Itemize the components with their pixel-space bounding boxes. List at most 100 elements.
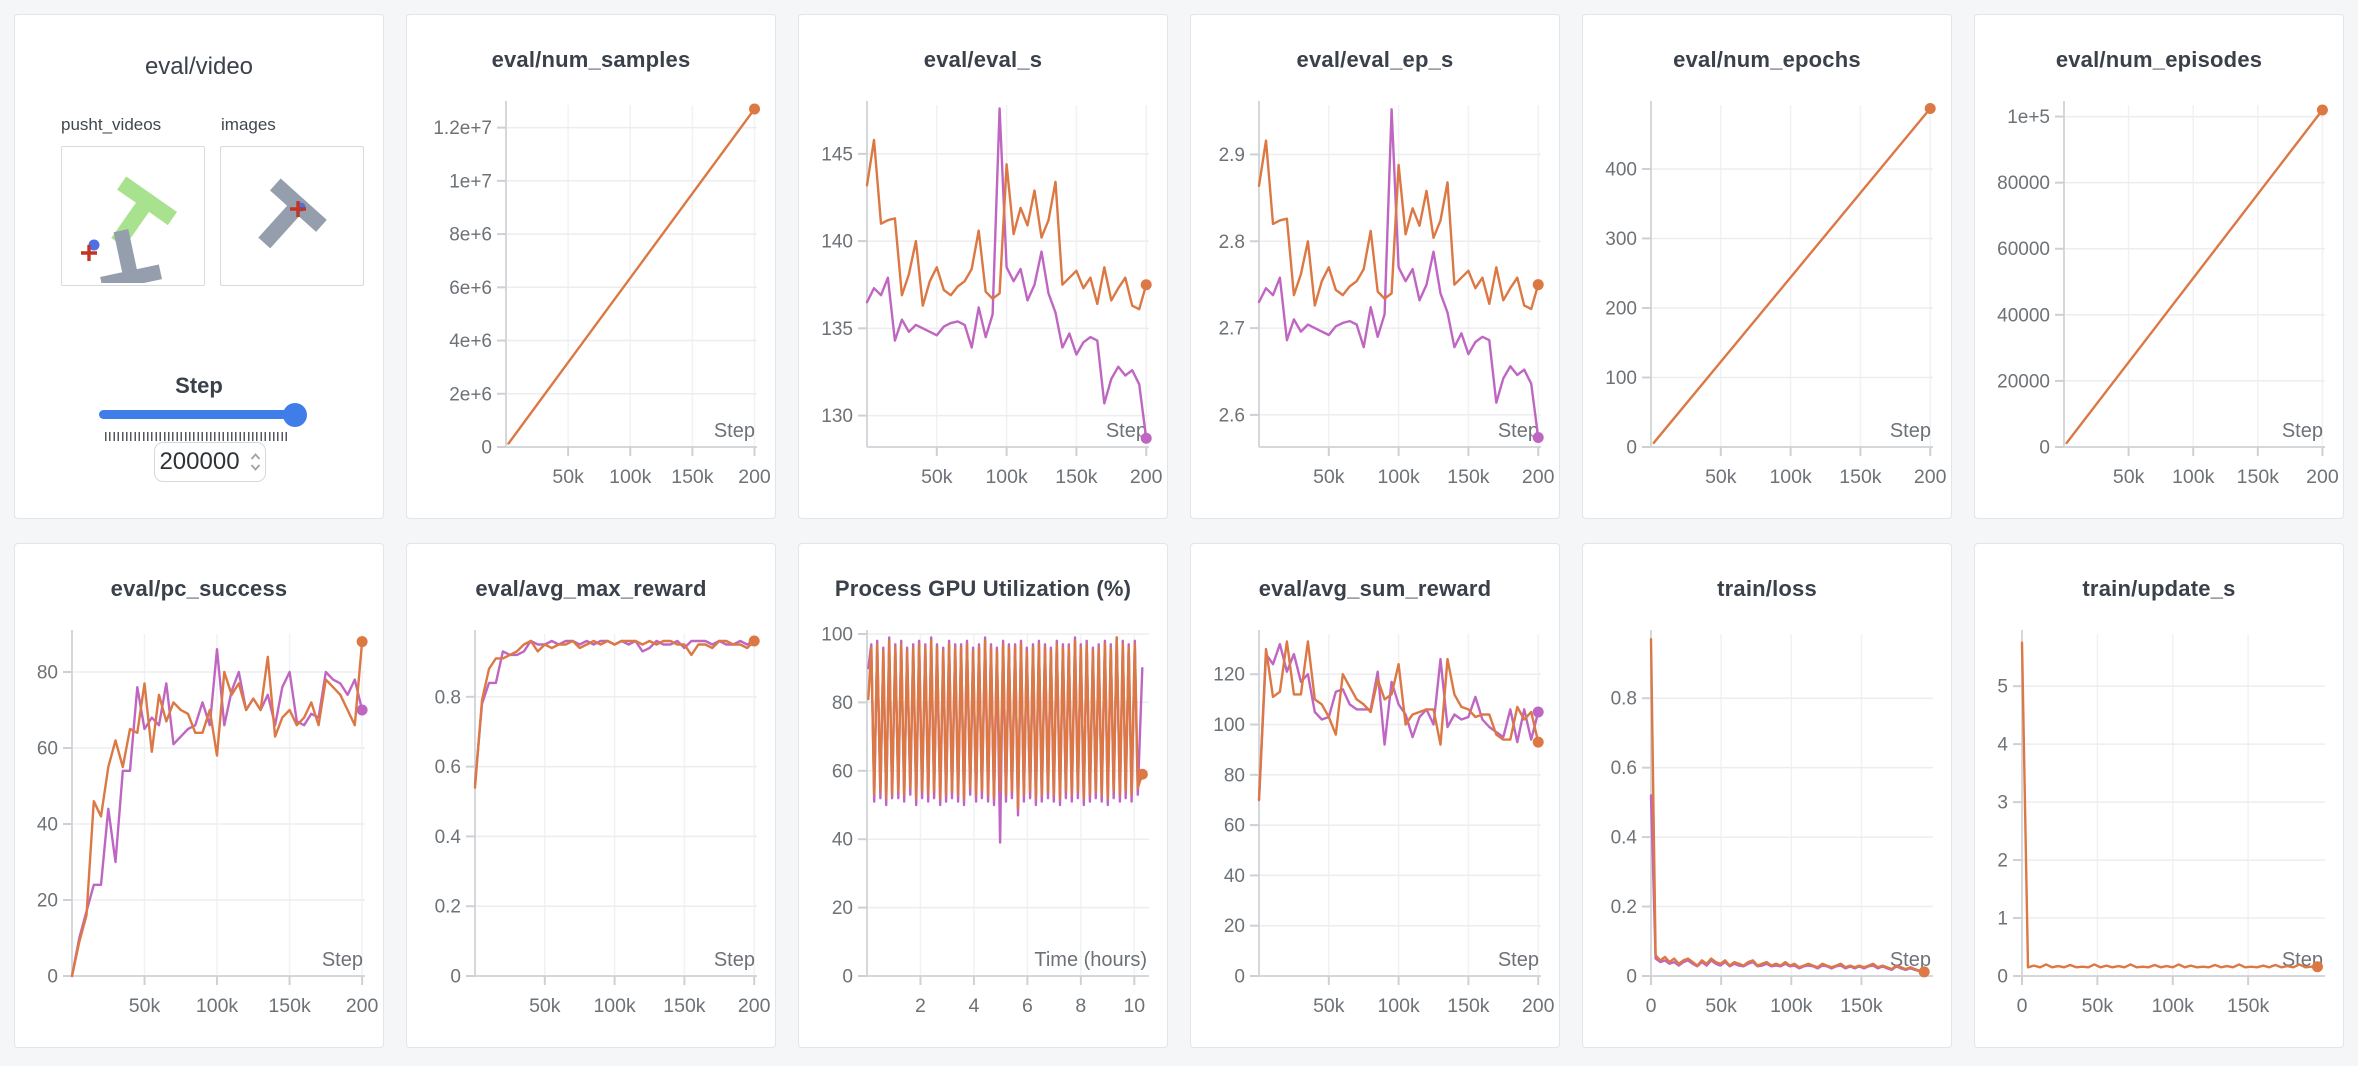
y-tick-label: 2.6 (1219, 405, 1245, 426)
chart-canvas: 0 20 40 60 80 100 120 50k 100k 150k 200 Step (1213, 630, 1555, 1017)
x-tick-label: 100k (609, 466, 652, 488)
x-axis-label: Step (1498, 949, 1539, 971)
series-end-dot-orange (1532, 736, 1544, 748)
pusht-scene-image (81, 176, 178, 292)
series-line-orange (473, 639, 756, 789)
y-tick-label: 120 (1213, 665, 1245, 686)
chart-plot[interactable]: 0 20000 40000 60000 80000 1e+5 50k 100k 150k 200 S… (1975, 15, 2343, 518)
y-tick-label: 20 (832, 898, 853, 919)
series-line-orange (507, 107, 756, 445)
chart-plot[interactable]: 0 20 40 60 80 100 120 50k 100k 150k 200 Step (1191, 544, 1559, 1047)
x-tick-label: 50k (1705, 466, 1737, 488)
chart-title: eval/pc_success (110, 576, 288, 601)
y-tick-label: 0 (481, 438, 492, 459)
y-tick-label: 100 (1605, 368, 1637, 389)
y-tick-label: 0 (2039, 438, 2050, 459)
y-tick-label: 0.2 (1611, 897, 1637, 918)
y-tick-label: 0.8 (1611, 689, 1637, 710)
y-tick-label: 200 (1605, 298, 1637, 319)
x-tick-label: 200 (346, 995, 379, 1017)
x-tick-label: 150k (663, 995, 706, 1017)
series-line-orange (70, 640, 364, 978)
chart-canvas: 130 135 140 145 50k 100k 150k 200 Step (821, 101, 1163, 488)
x-tick-label: 200 (1130, 466, 1163, 488)
panel-train-update-s: train/update_s 0 1 2 3 4 5 0 50k 100k 150k Step (1974, 543, 2344, 1048)
chart-title: eval/avg_sum_reward (1258, 576, 1492, 601)
y-tick-label: 0 (1626, 967, 1637, 988)
y-tick-label: 2.8 (1219, 232, 1245, 253)
x-tick-label: 50k (529, 995, 561, 1017)
y-tick-label: 0 (47, 967, 58, 988)
x-tick-label: 2 (915, 995, 926, 1017)
y-tick-label: 0.4 (1611, 828, 1638, 849)
chart-title: eval/avg_max_reward (475, 576, 707, 601)
step-slider[interactable] (99, 403, 307, 428)
y-tick-label: 6e+6 (449, 278, 492, 299)
series-end-dot-orange (749, 103, 761, 115)
series-line-purple (1649, 794, 1926, 974)
x-tick-label: 50k (2082, 995, 2114, 1017)
series-line-orange (867, 636, 1144, 810)
y-tick-label: 80 (1224, 765, 1245, 786)
y-tick-label: 0 (1997, 967, 2008, 988)
series-line-purple (1257, 108, 1540, 439)
y-tick-label: 40000 (1997, 305, 2050, 326)
x-tick-label: 200 (738, 995, 771, 1017)
series-line-orange (1649, 637, 1926, 973)
chart-plot[interactable]: 0 100 200 300 400 50k 100k 150k 200 Step (1583, 15, 1951, 518)
y-tick-label: 2 (1997, 851, 2008, 872)
x-tick-label: 0 (2017, 995, 2028, 1017)
x-tick-label: 150k (671, 466, 714, 488)
slider-thumb[interactable] (283, 403, 307, 427)
x-tick-label: 50k (552, 466, 584, 488)
x-tick-label: 100k (593, 995, 636, 1017)
chart-plot[interactable]: 0 0.2 0.4 0.6 0.8 50k 100k 150k 200 Step (407, 544, 775, 1047)
x-axis-label: Time (hours) (1034, 949, 1147, 971)
y-tick-label: 0.6 (1611, 758, 1637, 779)
video-thumbnail-images[interactable] (220, 146, 364, 286)
y-tick-label: 1e+7 (449, 171, 492, 192)
chart-title: eval/num_episodes (2055, 47, 2263, 72)
slider-track[interactable] (99, 410, 299, 419)
x-tick-label: 100k (1769, 466, 1812, 488)
chart-plot[interactable]: 0 20 40 60 80 50k 100k 150k 200 Step (15, 544, 383, 1047)
y-tick-label: 40 (832, 830, 853, 851)
chart-canvas: 0 20 40 60 80 100 2 4 6 8 10 Time (hours) (821, 625, 1149, 1017)
stepper-chevrons-icon[interactable] (250, 452, 261, 472)
chart-plot[interactable]: 130 135 140 145 50k 100k 150k 200 Step (799, 15, 1167, 518)
step-value-input[interactable]: 200000 (154, 442, 266, 482)
y-tick-label: 60 (37, 739, 58, 760)
x-tick-label: 50k (1313, 995, 1345, 1017)
chart-plot[interactable]: 0 20 40 60 80 100 2 4 6 8 10 Time (hours) (799, 544, 1167, 1047)
y-tick-label: 0 (1626, 438, 1637, 459)
y-tick-label: 0 (842, 967, 853, 988)
series-end-dot-orange (1532, 279, 1544, 291)
panel-eval-video: eval/video pusht_videos images (14, 14, 384, 519)
y-tick-label: 0 (1234, 967, 1245, 988)
media-label-pusht-videos: pusht_videos (61, 115, 162, 134)
series-line-orange (1257, 640, 1540, 802)
panel-eval-avg-max-reward: eval/avg_max_reward 0 0.2 0.4 0.6 0.8 50k 100k… (406, 543, 776, 1048)
x-tick-label: 100k (1770, 995, 1813, 1017)
gray-t-shape (258, 178, 327, 249)
y-tick-label: 40 (37, 815, 58, 836)
x-tick-label: 150k (1840, 995, 1883, 1017)
chart-plot[interactable]: 0 2e+6 4e+6 6e+6 8e+6 1e+7 1.2e+7 50k 100k 150k 20… (407, 15, 775, 518)
series-line-purple (1257, 642, 1540, 802)
panel-eval-num-episodes: eval/num_episodes 0 20000 40000 60000 80000 1… (1974, 14, 2344, 519)
chart-plot[interactable]: 0 1 2 3 4 5 0 50k 100k 150k Step (1975, 544, 2343, 1047)
chart-canvas: 0 20000 40000 60000 80000 1e+5 50k 100k 150k 200 S… (1997, 101, 2339, 488)
x-tick-label: 200 (1914, 466, 1947, 488)
series-line-purple (70, 647, 364, 978)
series-end-dot-purple (1532, 706, 1544, 718)
panel-eval-num-epochs: eval/num_epochs 0 100 200 300 400 50k 100k 150k… (1582, 14, 1952, 519)
y-tick-label: 20 (1224, 916, 1245, 937)
y-tick-label: 80 (37, 663, 58, 684)
chart-plot[interactable]: 2.6 2.7 2.8 2.9 50k 100k 150k 200 Step (1191, 15, 1559, 518)
y-tick-label: 4e+6 (449, 331, 492, 352)
x-axis-label: Step (1106, 420, 1147, 442)
chart-plot[interactable]: 0 0.2 0.4 0.6 0.8 0 50k 100k 150k Step (1583, 544, 1951, 1047)
series-end-dot-orange (1136, 768, 1148, 780)
y-tick-label: 60 (832, 761, 853, 782)
video-thumbnail-pusht[interactable] (61, 146, 205, 292)
